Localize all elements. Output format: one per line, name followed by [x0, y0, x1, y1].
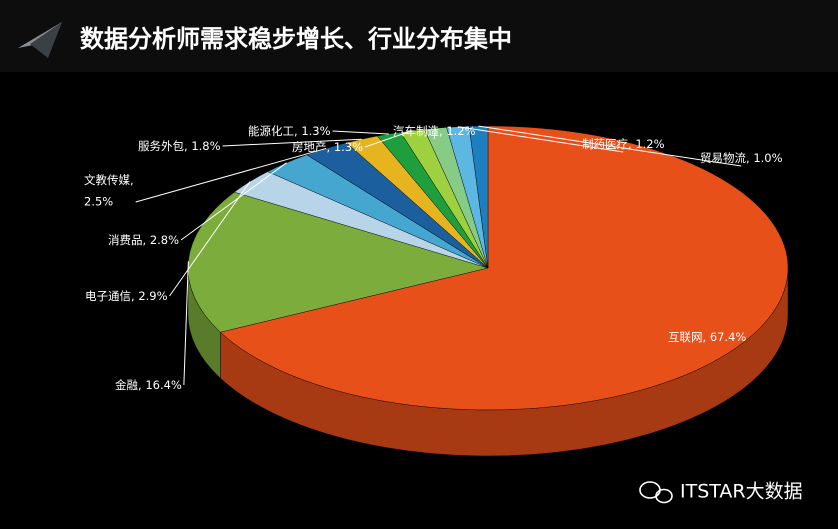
category-label: 房地产: [292, 140, 327, 154]
leader-line: [180, 162, 287, 241]
watermark: ITSTAR大数据: [639, 481, 803, 504]
watermark-text: ITSTAR大数据: [680, 481, 803, 503]
chart-title: 数据分析师需求稳步增长、行业分布集中: [80, 25, 512, 53]
value-label: 2.5%: [84, 195, 113, 209]
leader-line: [478, 125, 742, 167]
value-label: 16.4%: [145, 378, 182, 392]
leader-line: [457, 126, 624, 153]
leader-line: [433, 128, 436, 140]
label-separator: ,: [131, 289, 138, 303]
data-label: 服务外包, 1.8%: [138, 139, 221, 153]
label-separator: ,: [138, 378, 145, 392]
data-label: 房地产, 1.3%: [292, 140, 363, 154]
data-label: 电子通信, 2.9%: [85, 289, 168, 303]
value-label: 1.3%: [334, 140, 363, 154]
wechat-icon: [655, 488, 673, 504]
value-label: 2.8%: [150, 233, 179, 247]
value-label: 1.0%: [753, 151, 782, 165]
title-bar: [0, 0, 838, 72]
leader-line: [364, 130, 413, 148]
value-label: 2.9%: [138, 289, 167, 303]
value-label: 1.2%: [446, 124, 475, 138]
label-separator: ,: [327, 140, 334, 154]
category-label: 能源化工: [248, 124, 294, 138]
slice: [468, 125, 489, 269]
category-label: 文教传媒: [84, 173, 130, 187]
data-label: 互联网, 67.4%: [668, 330, 746, 344]
label-separator: ,: [703, 330, 710, 344]
data-label: 消费品, 2.8%: [108, 233, 179, 247]
pie-tops: [187, 125, 789, 411]
value-label: 67.4%: [710, 330, 747, 344]
value-label: 1.8%: [191, 139, 220, 153]
leader-line: [135, 147, 327, 203]
category-label: 汽车制造: [393, 124, 439, 138]
label-separator: ,: [294, 124, 301, 138]
category-label: 互联网: [668, 330, 703, 344]
data-label: 能源化工, 1.3%: [248, 124, 331, 138]
label-separator: ,: [439, 124, 446, 138]
data-label: 贸易物流, 1.0%: [700, 151, 783, 165]
label-separator: ,: [746, 151, 753, 165]
leader-line: [169, 181, 251, 297]
leader-line: [222, 138, 362, 147]
category-label: 服务外包: [138, 139, 184, 153]
category-label: 贸易物流: [700, 151, 746, 165]
label-separator: ,: [143, 233, 150, 247]
value-label: 1.2%: [635, 137, 664, 151]
label-separator: ,: [130, 173, 134, 187]
data-label: 文教传媒,: [84, 173, 134, 187]
value-label: 1.3%: [301, 124, 330, 138]
category-label: 制药医疗: [582, 137, 628, 151]
label-separator: ,: [628, 137, 635, 151]
label-separator: ,: [184, 139, 191, 153]
category-label: 金融: [115, 378, 138, 392]
category-label: 电子通信: [85, 289, 131, 303]
labels: 互联网, 67.4% 金融, 16.4% 电子通信, 2.9% 消费品, 2.8% 文教…: [84, 124, 783, 392]
leader-line: [332, 130, 389, 135]
data-label: 金融, 16.4%: [115, 378, 182, 392]
category-label: 消费品: [108, 233, 143, 247]
logo-shade: [30, 22, 62, 58]
data-label: 汽车制造, 1.2%: [393, 124, 476, 138]
leader-line: [183, 261, 189, 386]
